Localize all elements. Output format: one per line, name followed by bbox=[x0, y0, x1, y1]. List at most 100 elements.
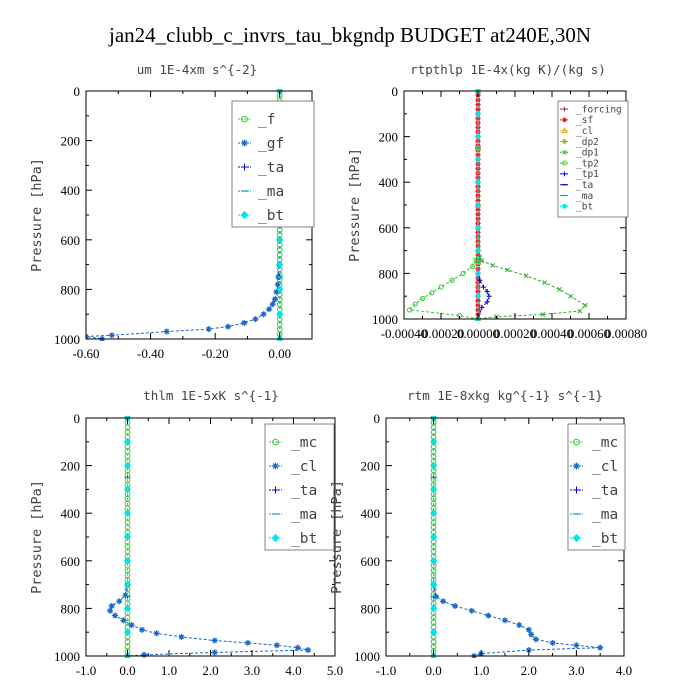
legend-item: _cl bbox=[560, 126, 593, 137]
data-point bbox=[241, 319, 248, 326]
data-point bbox=[252, 316, 259, 323]
data-point bbox=[178, 633, 185, 640]
data-point bbox=[294, 644, 301, 651]
data-point bbox=[474, 247, 482, 254]
legend-item: _ma bbox=[560, 191, 593, 202]
data-point bbox=[477, 277, 483, 283]
data-point bbox=[474, 201, 482, 209]
data-point bbox=[523, 273, 529, 279]
data-point bbox=[475, 193, 481, 199]
data-point bbox=[486, 293, 492, 299]
legend-item: _tp1 bbox=[560, 169, 599, 180]
x-tick-label: 5.0 bbox=[327, 663, 343, 678]
legend-item: _ta bbox=[238, 160, 284, 176]
data-point bbox=[505, 267, 511, 273]
legend-label: _f bbox=[258, 112, 275, 128]
x-tick-label: -0.40 bbox=[137, 346, 164, 361]
legend-item: _mc bbox=[269, 435, 317, 451]
legend-item: _tp2 bbox=[560, 158, 599, 169]
legend-marker bbox=[572, 533, 581, 543]
data-point bbox=[406, 307, 413, 313]
data-point bbox=[490, 262, 496, 268]
data-point bbox=[112, 612, 119, 619]
data-point bbox=[276, 236, 284, 244]
data-point bbox=[475, 97, 481, 103]
series-group bbox=[406, 89, 588, 321]
data-point bbox=[475, 206, 481, 213]
data-point bbox=[474, 293, 482, 300]
y-tick-label: 800 bbox=[61, 601, 81, 616]
legend-marker bbox=[241, 163, 248, 171]
data-point bbox=[474, 224, 482, 231]
data-point bbox=[430, 533, 438, 541]
legend-label: _tp1 bbox=[576, 169, 599, 180]
y-tick-label: 0 bbox=[392, 84, 399, 99]
legend-label: _bt bbox=[258, 208, 284, 224]
data-point bbox=[556, 286, 562, 292]
y-axis-label: Pressure [hPa] bbox=[29, 158, 45, 272]
panel-title: rtpthlp 1E-4x(kg K)/(kg s) bbox=[410, 62, 606, 77]
legend-marker bbox=[561, 127, 568, 134]
data-point bbox=[123, 485, 132, 493]
legend-item: _ta bbox=[560, 180, 593, 191]
y-tick-label: 0 bbox=[74, 411, 81, 426]
data-point bbox=[128, 622, 135, 629]
data-point bbox=[480, 284, 487, 290]
legend-label: _mc bbox=[592, 435, 618, 451]
data-point bbox=[123, 533, 132, 541]
legend-item: _ta bbox=[269, 483, 317, 499]
data-point bbox=[108, 332, 115, 339]
panel-thlm: thlm 1E-5xK s^{-1} Pressure [hPa] 0 200 400 6… bbox=[29, 388, 343, 678]
data-point bbox=[525, 626, 532, 633]
legend-item: _f bbox=[238, 112, 275, 128]
data-point bbox=[412, 301, 418, 307]
data-point bbox=[568, 293, 573, 299]
data-point bbox=[484, 299, 490, 305]
data-point bbox=[474, 133, 482, 140]
y-tick-label: 400 bbox=[361, 506, 381, 521]
data-point bbox=[468, 607, 475, 614]
data-point bbox=[276, 310, 284, 318]
data-point bbox=[597, 644, 604, 651]
data-point bbox=[485, 612, 492, 619]
data-point bbox=[271, 296, 278, 303]
data-point bbox=[577, 308, 583, 314]
data-point bbox=[123, 628, 132, 636]
data-point bbox=[123, 462, 132, 470]
legend-marker bbox=[272, 462, 279, 470]
y-axis-label: Pressure [hPa] bbox=[29, 480, 45, 594]
legend-marker bbox=[562, 160, 567, 166]
data-point bbox=[573, 642, 580, 649]
legend-marker bbox=[573, 486, 580, 494]
data-point bbox=[449, 277, 455, 283]
data-point bbox=[123, 604, 132, 612]
legend-item: _ma bbox=[238, 184, 284, 200]
legend-label: _gf bbox=[258, 136, 284, 152]
data-point bbox=[276, 261, 284, 269]
legend-item: _ma bbox=[570, 507, 618, 523]
data-point bbox=[474, 270, 482, 277]
data-point bbox=[440, 598, 447, 605]
data-point bbox=[475, 302, 481, 308]
legend-label: _cl bbox=[291, 459, 317, 475]
data-point bbox=[469, 263, 476, 270]
x-tick-label: 1.0 bbox=[161, 663, 177, 678]
data-point bbox=[475, 102, 481, 108]
y-tick-label: 400 bbox=[379, 175, 399, 190]
x-tick-label: 3.0 bbox=[568, 663, 584, 678]
legend-item: _bt bbox=[238, 208, 284, 224]
panel-um: um 1E-4xm s^{-2} Pressure [hPa] 0 200 400 600… bbox=[29, 62, 315, 361]
legend: _mc _cl _ta _ma _bt bbox=[264, 423, 335, 551]
y-tick-label: 200 bbox=[361, 459, 381, 474]
data-point bbox=[438, 284, 444, 290]
data-point bbox=[475, 298, 481, 304]
x-tick-label: 3.0 bbox=[244, 663, 260, 678]
y-tick-label: 800 bbox=[61, 282, 81, 297]
data-point bbox=[475, 106, 481, 112]
data-point bbox=[479, 305, 485, 311]
data-point bbox=[225, 323, 232, 330]
data-point bbox=[430, 628, 438, 636]
data-point bbox=[116, 598, 123, 605]
data-point bbox=[430, 485, 438, 493]
